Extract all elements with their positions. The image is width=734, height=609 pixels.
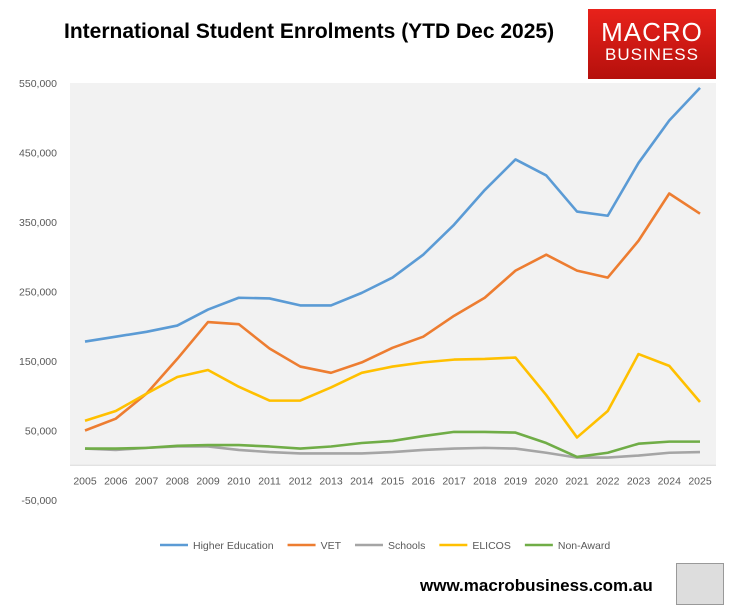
x-tick-label: 2017 <box>442 475 466 487</box>
legend-label: ELICOS <box>472 540 511 552</box>
chart-title: International Student Enrolments (YTD De… <box>64 20 555 43</box>
x-tick-label: 2009 <box>196 475 220 487</box>
x-tick-label: 2018 <box>473 475 497 487</box>
legend-label: Schools <box>388 540 425 552</box>
x-tick-label: 2025 <box>688 475 712 487</box>
logo-line1: MACRO <box>601 17 703 47</box>
x-tick-label: 2012 <box>289 475 313 487</box>
macrobusiness-logo: MACRO BUSINESS <box>588 9 716 79</box>
x-tick-label: 2007 <box>135 475 159 487</box>
y-tick-label: 450,000 <box>19 148 57 160</box>
series-line-elicos <box>84 352 701 439</box>
series-line-higher-education <box>84 86 701 343</box>
y-tick-label: 50,000 <box>25 426 57 438</box>
x-tick-label: 2020 <box>535 475 559 487</box>
x-tick-label: 2006 <box>104 475 128 487</box>
x-tick-label: 2019 <box>504 475 528 487</box>
x-tick-label: 2008 <box>166 475 190 487</box>
series-line-vet <box>84 192 701 432</box>
legend-label: VET <box>321 540 342 552</box>
x-tick-label: 2024 <box>658 475 682 487</box>
series-line-non-award <box>85 430 700 459</box>
x-tick-label: 2016 <box>412 475 436 487</box>
y-tick-label: 350,000 <box>19 217 57 229</box>
x-tick-label: 2005 <box>73 475 97 487</box>
x-tick-label: 2014 <box>350 475 374 487</box>
x-tick-label: 2010 <box>227 475 251 487</box>
x-tick-label: 2015 <box>381 475 405 487</box>
x-tick-label: 2023 <box>627 475 651 487</box>
legend-label: Higher Education <box>193 540 274 552</box>
footer-url: www.macrobusiness.com.au <box>420 576 653 595</box>
y-tick-label: 550,000 <box>19 78 57 90</box>
plot-area <box>70 83 716 466</box>
wolf-logo-icon <box>676 563 724 605</box>
x-tick-label: 2021 <box>565 475 589 487</box>
y-tick-label: 150,000 <box>19 356 57 368</box>
x-tick-label: 2022 <box>596 475 620 487</box>
y-tick-label: 250,000 <box>19 287 57 299</box>
y-tick-label: -50,000 <box>21 495 57 507</box>
legend-label: Non-Award <box>558 540 610 552</box>
x-tick-label: 2011 <box>258 475 281 487</box>
x-tick-label: 2013 <box>319 475 343 487</box>
logo-line2: BUSINESS <box>605 45 699 64</box>
